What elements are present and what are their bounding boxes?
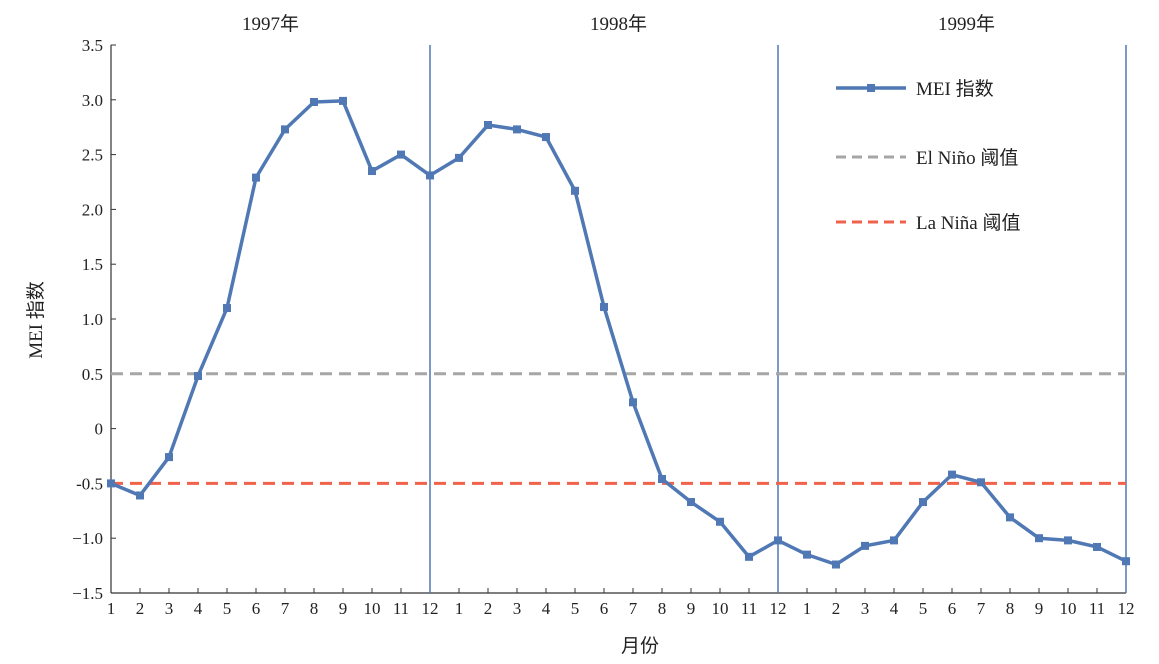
x-tick-label: 6 (252, 599, 261, 618)
mei-data-point (658, 475, 666, 484)
mei-data-point (542, 133, 550, 142)
mei-data-point (368, 167, 376, 176)
mei-data-point (600, 302, 608, 311)
x-tick-label: 7 (281, 599, 290, 618)
x-tick-label: 1 (107, 599, 116, 618)
mei-data-point (745, 552, 753, 561)
x-tick-label: 12 (422, 599, 439, 618)
mei-data-point (1122, 557, 1130, 566)
mei-data-point (513, 125, 521, 134)
x-tick-label: 10 (364, 599, 381, 618)
mei-data-point (832, 560, 840, 569)
x-tick-label: 7 (977, 599, 986, 618)
mei-data-point (977, 478, 985, 487)
mei-series-line (110, 99, 1127, 567)
year-label: 1997年 (242, 13, 299, 35)
mei-data-point (252, 173, 260, 182)
mei-data-point (339, 96, 347, 105)
x-tick-label: 1 (455, 599, 464, 618)
x-tick-label: 11 (393, 599, 409, 618)
mei-data-point (107, 479, 115, 488)
mei-data-point (1093, 542, 1101, 551)
mei-data-point (281, 125, 289, 134)
x-tick-label: 5 (919, 599, 928, 618)
mei-data-point (310, 97, 318, 106)
legend-label: El Niño 阈值 (916, 147, 1018, 169)
mei-data-point (397, 150, 405, 159)
y-tick-label: 0.5 (82, 365, 103, 384)
x-axis-label: 月份 (621, 635, 659, 657)
x-tick-label: 8 (658, 599, 667, 618)
x-tick-label: 5 (223, 599, 232, 618)
mei-data-point (1006, 513, 1014, 522)
x-tick-label: 9 (339, 599, 348, 618)
y-tick-label: 1.0 (82, 310, 103, 329)
y-tick-label: 1.5 (82, 255, 103, 274)
y-axis-label: MEI 指数 (25, 281, 47, 359)
x-tick-label: 11 (741, 599, 757, 618)
mei-data-point (919, 498, 927, 507)
mei-data-point (1035, 534, 1043, 543)
legend-mei-marker (867, 84, 875, 92)
y-tick-label: 3.0 (82, 91, 103, 110)
y-tick-label: 2.0 (82, 200, 103, 219)
mei-data-point (194, 371, 202, 380)
mei-data-point (426, 171, 434, 180)
x-tick-label: 2 (136, 599, 145, 618)
x-tick-label: 9 (687, 599, 696, 618)
x-tick-label: 6 (948, 599, 957, 618)
mei-data-point (484, 121, 492, 130)
x-tick-label: 3 (861, 599, 870, 618)
x-tick-label: 9 (1035, 599, 1044, 618)
mei-data-point (1064, 536, 1072, 545)
x-tick-label: 4 (194, 599, 203, 618)
year-label: 1999年 (938, 13, 995, 35)
mei-data-point (455, 153, 463, 162)
year-label: 1998年 (590, 13, 647, 35)
x-tick-label: 8 (1006, 599, 1015, 618)
y-tick-label: 0 (95, 420, 104, 439)
mei-data-point (774, 536, 782, 545)
mei-data-point (687, 498, 695, 507)
y-tick-label: −1.0 (72, 529, 103, 548)
mei-data-point (803, 550, 811, 559)
x-tick-label: 8 (310, 599, 319, 618)
x-tick-label: 3 (513, 599, 522, 618)
mei-data-point (629, 398, 637, 407)
mei-data-point (890, 536, 898, 545)
x-tick-label: 5 (571, 599, 580, 618)
y-tick-label: 2.5 (82, 146, 103, 165)
x-tick-label: 10 (712, 599, 729, 618)
x-tick-label: 7 (629, 599, 638, 618)
x-tick-label: 12 (1118, 599, 1135, 618)
mei-data-point (948, 470, 956, 479)
mei-data-point (571, 186, 579, 195)
x-tick-label: 2 (832, 599, 841, 618)
x-tick-label: 6 (600, 599, 609, 618)
x-tick-label: 3 (165, 599, 174, 618)
mei-data-point (716, 517, 724, 526)
y-tick-label: −1.5 (72, 584, 103, 603)
x-tick-label: 10 (1060, 599, 1077, 618)
x-tick-label: 2 (484, 599, 493, 618)
legend-label: La Niña 阈值 (916, 212, 1020, 234)
x-tick-label: 4 (542, 599, 551, 618)
legend-label: MEI 指数 (916, 78, 994, 100)
x-tick-label: 12 (770, 599, 787, 618)
mei-data-point (165, 453, 173, 462)
mei-data-point (223, 304, 231, 313)
mei-data-point (861, 541, 869, 550)
x-tick-label: 1 (803, 599, 812, 618)
x-tick-label: 4 (890, 599, 899, 618)
y-tick-label: -0.5 (76, 474, 103, 493)
mei-data-point (136, 491, 144, 500)
y-tick-label: 3.5 (82, 36, 103, 55)
x-tick-label: 11 (1089, 599, 1105, 618)
